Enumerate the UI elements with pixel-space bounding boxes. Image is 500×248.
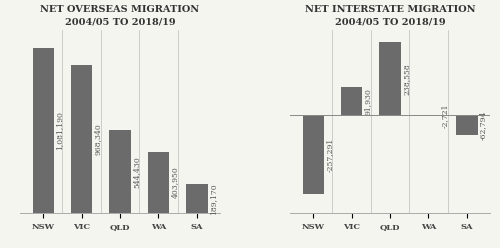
Text: 403,950: 403,950 <box>171 166 179 198</box>
Text: 189,170: 189,170 <box>209 183 217 215</box>
Text: -62,794: -62,794 <box>479 110 487 140</box>
Bar <box>418 115 439 116</box>
Bar <box>380 42 400 115</box>
Text: 238,558: 238,558 <box>402 63 410 95</box>
Text: 544,430: 544,430 <box>132 156 140 187</box>
Bar <box>32 48 54 213</box>
Bar <box>148 152 169 213</box>
Bar <box>110 130 130 213</box>
Title: NET OVERSEAS MIGRATION
2004/05 TO 2018/19: NET OVERSEAS MIGRATION 2004/05 TO 2018/1… <box>40 5 200 26</box>
Text: 1,081,190: 1,081,190 <box>56 111 64 150</box>
Text: 91,930: 91,930 <box>364 88 372 115</box>
Bar <box>341 87 362 115</box>
Text: 968,340: 968,340 <box>94 123 102 155</box>
Title: NET INTERSTATE MIGRATION
2004/05 TO 2018/19: NET INTERSTATE MIGRATION 2004/05 TO 2018… <box>305 5 475 26</box>
Bar <box>456 115 477 135</box>
Bar <box>186 184 208 213</box>
Text: -257,291: -257,291 <box>326 138 334 172</box>
Bar <box>71 65 92 213</box>
Text: -2,721: -2,721 <box>441 104 449 128</box>
Bar <box>302 115 324 194</box>
